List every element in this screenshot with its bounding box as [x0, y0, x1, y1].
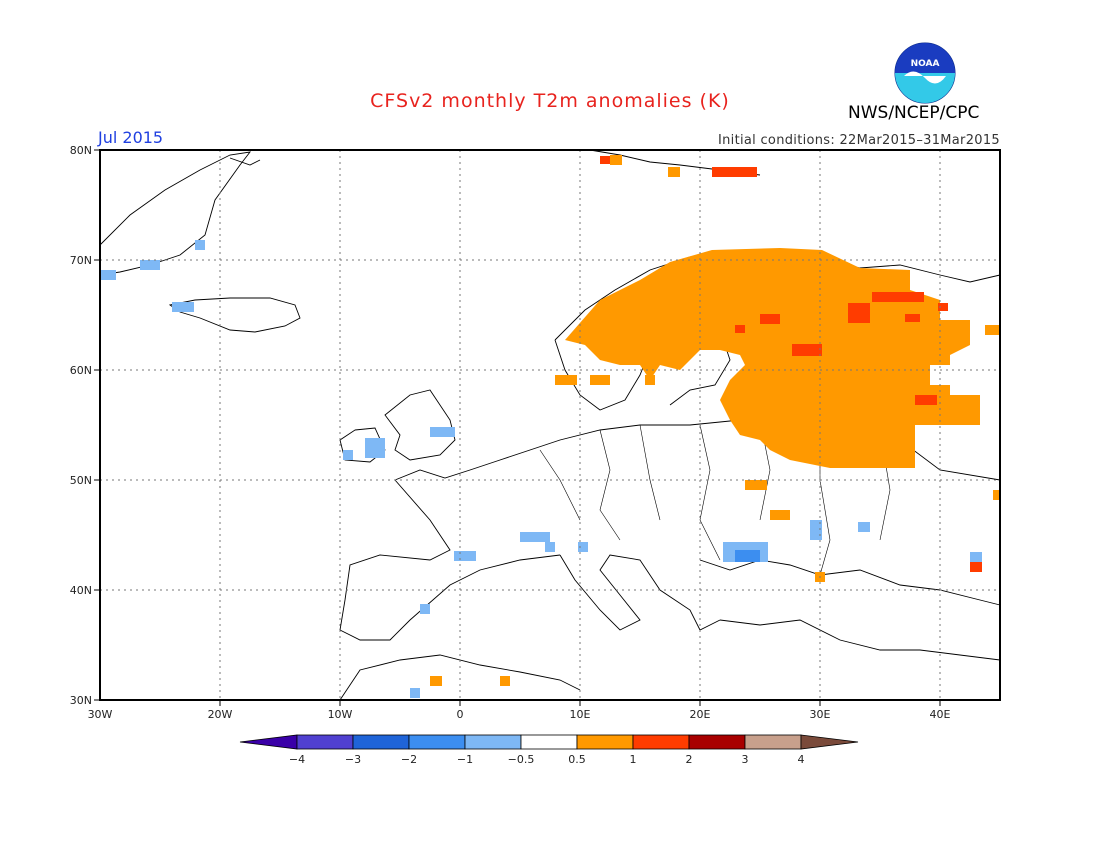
colorbar-tick: 2: [686, 753, 693, 766]
colorbar-tick: 4: [798, 753, 805, 766]
lat-axis-labels: 80N 70N 60N 50N 40N 30N: [70, 144, 92, 707]
colorbar-swatch: [520, 734, 578, 750]
anomaly-negative-blue: [735, 550, 760, 562]
colorbar-tick: 1: [630, 753, 637, 766]
colorbar-swatch: [408, 734, 466, 750]
colorbar-tick: −3: [345, 753, 361, 766]
colorbar-swatch: [576, 734, 634, 750]
colorbar-low-arrow: [239, 734, 298, 750]
lon-label: 20E: [690, 708, 711, 721]
lon-label: 20W: [208, 708, 233, 721]
lon-label: 30W: [88, 708, 113, 721]
colorbar-swatch: [352, 734, 410, 750]
colorbar-swatch: [464, 734, 522, 750]
logo-text: NOAA: [911, 59, 940, 69]
lon-label: 10E: [570, 708, 591, 721]
lon-label: 0: [457, 708, 464, 721]
lon-label: 40E: [930, 708, 951, 721]
colorbar-high-arrow: [800, 734, 859, 750]
lat-label: 80N: [70, 144, 92, 157]
colorbar-tick: 3: [742, 753, 749, 766]
colorbar: −4 −3 −2 −1 −0.5 0.5 1 2 3 4: [239, 734, 859, 766]
colorbar-tick: 0.5: [568, 753, 586, 766]
lat-label: 50N: [70, 474, 92, 487]
lat-label: 40N: [70, 584, 92, 597]
lat-label: 60N: [70, 364, 92, 377]
colorbar-swatch: [296, 734, 354, 750]
colorbar-tick: −1: [457, 753, 473, 766]
colorbar-swatch: [688, 734, 746, 750]
anomaly-positive-orange: [430, 155, 1000, 686]
forecast-month: Jul 2015: [98, 128, 164, 147]
noaa-logo-icon: NOAA: [894, 42, 956, 104]
lon-label: 10W: [328, 708, 353, 721]
lat-label: 70N: [70, 254, 92, 267]
agency-label: NWS/NCEP/CPC: [848, 103, 980, 123]
anomaly-positive-red: [600, 156, 982, 572]
map-frame: [99, 149, 1001, 701]
colorbar-swatch: [744, 734, 802, 750]
colorbar-tick: −2: [401, 753, 417, 766]
colorbar-tick: −4: [289, 753, 305, 766]
lon-axis-labels: 30W 20W 10W 0 10E 20E 30E 40E: [88, 708, 951, 721]
lat-label: 30N: [70, 694, 92, 707]
lon-label: 30E: [810, 708, 831, 721]
map-title: CFSv2 monthly T2m anomalies (K): [370, 90, 730, 112]
initial-conditions: Initial conditions: 22Mar2015–31Mar2015: [717, 133, 1000, 148]
grid-lines: [100, 150, 1000, 700]
colorbar-swatch: [632, 734, 690, 750]
colorbar-tick: −0.5: [508, 753, 535, 766]
